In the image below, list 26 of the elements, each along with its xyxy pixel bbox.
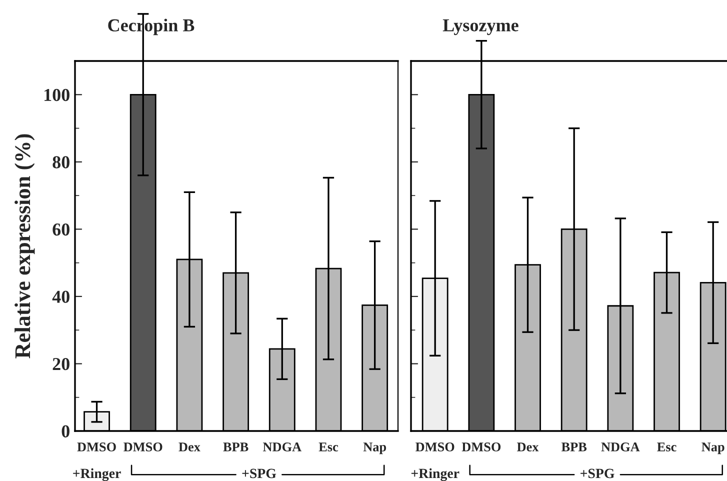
x-tick-label: DMSO	[124, 442, 162, 452]
x-tick-label: Dex	[517, 442, 539, 452]
text: +Ringer	[411, 468, 460, 481]
x-tick-label: DMSO	[77, 442, 116, 452]
x-tick-label: Esc	[318, 442, 338, 452]
text: +SPG	[580, 468, 614, 478]
x-tick-label: NDGA	[262, 442, 302, 452]
x-tick-label: Dex	[178, 442, 200, 452]
x-tick-label: BPB	[561, 442, 587, 452]
x-tick-label: NDGA	[601, 442, 640, 452]
x-tick-label: DMSO	[416, 442, 454, 452]
text: +SPG	[242, 468, 276, 478]
x-tick-label: Nap	[702, 442, 724, 454]
text: +Ringer	[73, 468, 121, 481]
y-tick-label: 40	[52, 290, 70, 303]
y-tick-label: 0	[62, 425, 70, 438]
x-tick-label: Nap	[363, 442, 386, 454]
y-tick-label: 100	[44, 88, 70, 102]
x-tick-label: Esc	[657, 442, 676, 452]
y-tick-label: 80	[52, 156, 70, 168]
y-tick-label: 20	[52, 358, 70, 370]
y-tick-label: 60	[52, 223, 70, 236]
x-tick-label: BPB	[223, 442, 248, 452]
y-axis-title: Relative expression (%)	[14, 134, 35, 358]
x-tick-label: DMSO	[462, 442, 501, 452]
chart-title: Lysozyme	[442, 19, 518, 36]
